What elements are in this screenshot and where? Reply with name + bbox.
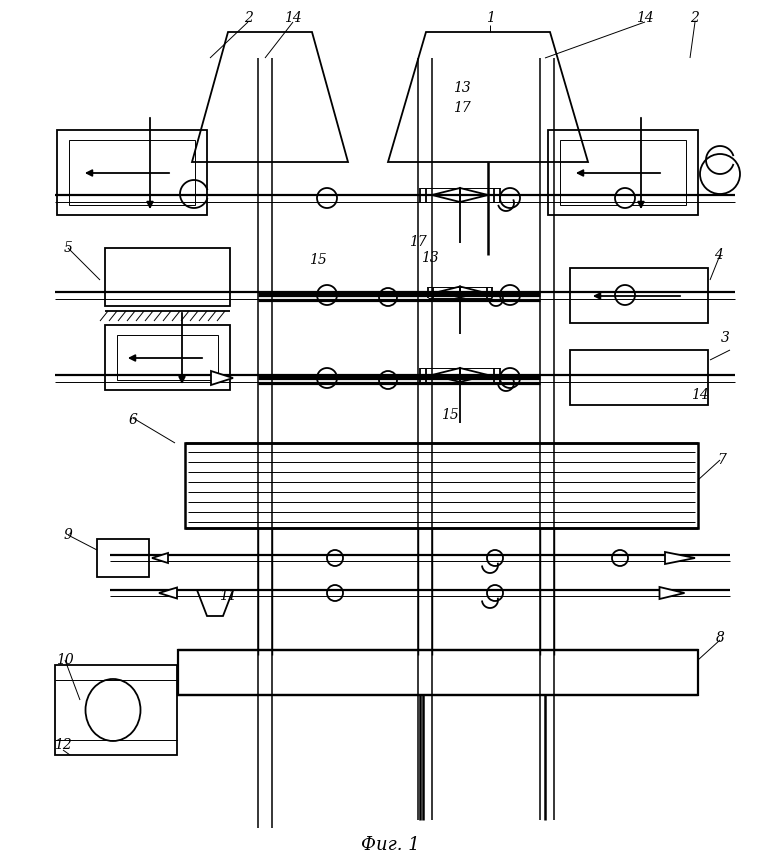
Bar	[185, 443, 698, 528]
Bar	[117, 335, 218, 380]
Circle shape	[317, 368, 337, 388]
Bar	[57, 130, 207, 215]
Circle shape	[379, 288, 397, 306]
Text: 7: 7	[718, 453, 726, 467]
Text: 13: 13	[421, 251, 439, 265]
Circle shape	[317, 285, 337, 305]
Circle shape	[615, 285, 635, 305]
Circle shape	[327, 585, 343, 601]
Bar	[105, 248, 230, 306]
Text: 14: 14	[636, 11, 654, 25]
Text: 15: 15	[309, 253, 327, 267]
Polygon shape	[159, 587, 177, 598]
Text: 6: 6	[129, 413, 137, 427]
Circle shape	[612, 550, 628, 566]
Text: 3: 3	[721, 331, 729, 345]
Polygon shape	[211, 371, 233, 385]
Circle shape	[500, 188, 520, 208]
Polygon shape	[152, 553, 168, 563]
Circle shape	[379, 371, 397, 389]
Text: 9: 9	[63, 528, 73, 542]
Circle shape	[500, 285, 520, 305]
Bar	[570, 268, 708, 323]
Polygon shape	[660, 587, 685, 599]
Text: 13: 13	[453, 81, 471, 95]
Text: 17: 17	[453, 101, 471, 115]
Circle shape	[327, 550, 343, 566]
Text: 17: 17	[410, 235, 427, 249]
Text: Фиг. 1: Фиг. 1	[360, 836, 420, 854]
Text: 2: 2	[243, 11, 253, 25]
Text: 5: 5	[63, 241, 73, 255]
Text: 15: 15	[441, 408, 459, 422]
Bar	[97, 539, 149, 577]
Circle shape	[487, 585, 503, 601]
Bar	[560, 140, 686, 205]
Circle shape	[700, 154, 740, 194]
Bar	[178, 650, 698, 695]
Circle shape	[500, 368, 520, 388]
Text: 8: 8	[715, 631, 725, 645]
Bar	[105, 325, 230, 390]
Bar	[69, 140, 195, 205]
Text: 4: 4	[714, 248, 722, 262]
Bar	[570, 350, 708, 405]
Text: 10: 10	[56, 653, 74, 667]
Text: 2: 2	[690, 11, 700, 25]
Ellipse shape	[86, 679, 140, 741]
Text: 1: 1	[486, 11, 495, 25]
Text: 14: 14	[284, 11, 302, 25]
Circle shape	[487, 550, 503, 566]
Bar	[55, 665, 177, 755]
Circle shape	[317, 188, 337, 208]
Text: 11: 11	[219, 589, 237, 603]
Polygon shape	[665, 552, 695, 564]
Circle shape	[615, 188, 635, 208]
Bar	[548, 130, 698, 215]
Text: 12: 12	[54, 738, 72, 752]
Text: 14: 14	[691, 388, 709, 402]
